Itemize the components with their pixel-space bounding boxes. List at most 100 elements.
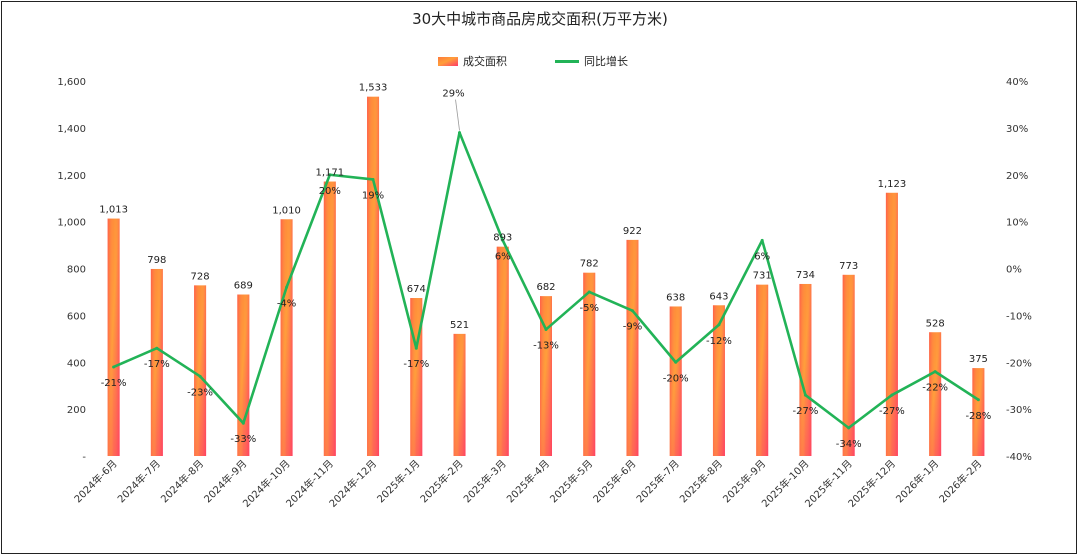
x-tick-label: 2024年-7月 (115, 457, 163, 505)
bar-series (107, 96, 985, 456)
bar-shade (107, 218, 120, 456)
line-data-label: 19% (362, 190, 384, 201)
y-left-tick-label: 800 (67, 265, 86, 276)
line-series (112, 131, 980, 430)
line-point (414, 346, 418, 350)
line-point (933, 370, 937, 374)
line-data-label: -4% (277, 298, 296, 309)
bar-data-label: 521 (450, 320, 469, 331)
chart-legend: 成交面积 同比增长 (438, 54, 628, 68)
bar-data-label: 638 (666, 292, 685, 303)
x-tick-label: 2025年-3月 (461, 457, 509, 505)
x-tick-label: 2026年-2月 (936, 457, 984, 505)
line-point (630, 309, 634, 313)
y-axis-left: - 200 400 600 800 1,000 1,200 1,400 1,600 (57, 77, 86, 463)
x-tick-label: 2025年-4月 (504, 457, 552, 505)
x-axis: 2024年-6月2024年-7月2024年-8月2024年-9月2024年-10… (71, 457, 984, 510)
leader-line (455, 99, 460, 131)
line-point (155, 346, 159, 350)
line-data-label: -20% (663, 373, 689, 384)
bar-data-label: 1,171 (315, 168, 344, 179)
line-data-label: -9% (623, 322, 642, 333)
line-data-label: -22% (922, 383, 948, 394)
line-point (847, 426, 851, 430)
line-point (760, 238, 764, 242)
bar-shade (367, 96, 380, 456)
x-tick-label: 2025年-2月 (417, 457, 465, 505)
bar-shade (150, 268, 163, 456)
line-point (285, 285, 289, 289)
y-left-tick-label: - (82, 452, 86, 463)
bar-shade (712, 305, 725, 456)
y-left-tick-label: 1,000 (57, 218, 86, 229)
y-left-tick-label: 1,400 (57, 124, 86, 135)
line-point (458, 131, 462, 135)
x-tick-label: 2025年-1月 (374, 457, 422, 505)
bar-data-labels: 1,013 798 728 689 1,010 1,171 1,533 674 521 893 68… (99, 83, 988, 365)
legend-swatch-bar (438, 57, 458, 66)
bar-data-label: 682 (536, 282, 555, 293)
y-left-tick-label: 600 (67, 311, 86, 322)
bar-shade (626, 239, 639, 456)
line-point (501, 238, 505, 242)
bar-data-label: 773 (839, 261, 858, 272)
legend-label-line: 同比增长 (584, 54, 628, 68)
x-tick-label: 2025年-8月 (677, 457, 725, 505)
legend-label-bar: 成交面积 (463, 54, 507, 68)
bar-data-label: 1,010 (272, 205, 301, 216)
line-data-labels: -21% -17% -23% -33% -4% 20% 19% -17% 29% 6% -13% -5… (101, 89, 992, 450)
y-right-tick-label: 10% (1006, 218, 1028, 229)
bar-data-label: 1,123 (878, 179, 907, 190)
bar-shade (885, 192, 898, 456)
line-data-label: -34% (836, 439, 862, 450)
y-axis-right: -40% -30% -20% -10% 0% 10% 20% 30% 40% (1006, 77, 1032, 463)
bar-data-label: 689 (234, 281, 253, 292)
line-data-label: -13% (533, 340, 559, 351)
bar-data-label: 674 (407, 284, 426, 295)
y-right-tick-label: -30% (1006, 405, 1032, 416)
x-tick-label: 2025年-9月 (720, 457, 768, 505)
y-left-tick-label: 1,200 (57, 171, 86, 182)
y-right-tick-label: 40% (1006, 77, 1028, 88)
line-data-label: 29% (442, 89, 464, 100)
x-tick-label: 2025年-5月 (547, 457, 595, 505)
bar-shade (842, 274, 855, 456)
bar-data-label: 922 (623, 226, 642, 237)
bar-data-label: 528 (926, 318, 945, 329)
bar-data-label: 1,533 (359, 83, 388, 94)
bar-shade (756, 284, 769, 456)
bar-shade (929, 332, 942, 456)
x-tick-label: 2024年-9月 (201, 457, 249, 505)
line-point (544, 327, 548, 331)
bar-data-label: 731 (753, 271, 772, 282)
line-point (328, 173, 332, 177)
bar-shade (583, 272, 596, 456)
x-tick-label: 2024年-6月 (71, 457, 119, 505)
y-right-tick-label: -40% (1006, 452, 1032, 463)
line-point (371, 177, 375, 181)
line-data-label: -17% (403, 359, 429, 370)
bar-data-label: 1,013 (99, 205, 128, 216)
bar-shade (237, 294, 250, 456)
y-right-tick-label: 0% (1006, 265, 1022, 276)
line-data-label: 6% (754, 251, 770, 262)
line-data-label: -5% (579, 303, 598, 314)
line-data-label: -12% (706, 336, 732, 347)
y-left-tick-label: 400 (67, 358, 86, 369)
bar-shade (669, 306, 682, 456)
bar-shade (280, 219, 293, 456)
bar-data-label: 782 (580, 259, 599, 270)
line-data-label: -28% (965, 411, 991, 422)
bar-shade (323, 181, 336, 456)
line-point (674, 360, 678, 364)
y-left-tick-label: 1,600 (57, 77, 86, 88)
chart-title: 30大中城市商品房成交面积(万平方米) (412, 10, 668, 28)
y-right-tick-label: 30% (1006, 124, 1028, 135)
x-tick-label: 2026年-1月 (893, 457, 941, 505)
y-right-tick-label: -10% (1006, 311, 1032, 322)
line-point (587, 290, 591, 294)
line-data-label: -33% (230, 434, 256, 445)
line-data-label: -27% (879, 406, 905, 417)
